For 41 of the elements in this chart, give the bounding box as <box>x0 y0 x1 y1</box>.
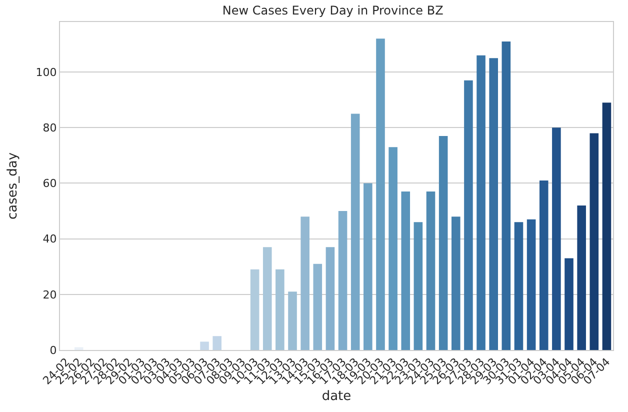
bar <box>539 180 548 350</box>
bar <box>602 102 612 350</box>
y-axis-title: cases_day <box>6 152 21 220</box>
bar <box>414 222 423 350</box>
x-axis-title: date <box>322 388 352 404</box>
y-tick-label: 60 <box>42 177 57 190</box>
bar <box>262 247 272 350</box>
bar <box>250 269 260 350</box>
bar <box>74 347 84 350</box>
bar <box>376 38 385 350</box>
y-tick-label: 80 <box>42 121 57 134</box>
bar <box>526 219 536 350</box>
bar <box>338 211 348 350</box>
y-tick-label: 100 <box>36 66 57 79</box>
bar <box>514 222 524 350</box>
chart-title: New Cases Every Day in Province BZ <box>222 4 444 18</box>
bar <box>276 269 284 350</box>
bar <box>438 136 448 350</box>
bar <box>212 336 222 350</box>
y-tick-label: 0 <box>50 344 57 357</box>
bar <box>388 147 398 350</box>
bar <box>401 192 410 350</box>
y-tick-label: 40 <box>42 232 57 246</box>
bar <box>364 183 372 350</box>
bar <box>452 216 460 350</box>
bar <box>426 192 436 350</box>
bar <box>200 342 209 350</box>
bar <box>489 58 498 350</box>
bar <box>300 216 310 350</box>
bar <box>502 41 511 350</box>
bar <box>590 133 599 350</box>
bar <box>313 264 322 350</box>
bar <box>564 258 574 350</box>
bar <box>350 114 360 350</box>
bar <box>326 247 335 350</box>
bar <box>577 205 586 350</box>
bar <box>288 292 297 350</box>
bar <box>464 80 473 350</box>
bar <box>476 55 486 350</box>
bar <box>552 128 561 350</box>
y-tick-label: 20 <box>42 288 57 302</box>
